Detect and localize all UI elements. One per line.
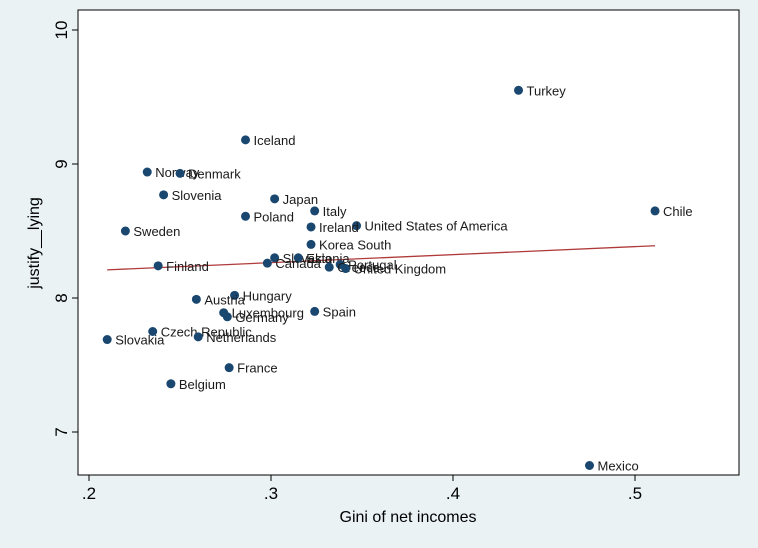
data-point — [230, 290, 240, 300]
data-point-label: Japan — [283, 192, 318, 207]
data-point-label: Sweden — [133, 224, 180, 239]
data-point — [324, 262, 334, 272]
data-point — [270, 253, 280, 263]
data-point-label: Portugal — [348, 258, 397, 273]
data-point — [352, 221, 362, 231]
data-point-label: Czech Republic — [161, 325, 253, 340]
x-axis-ticks: .2 .3 .4 .5 — [82, 475, 642, 503]
x-tick-label: .5 — [628, 484, 642, 503]
data-point — [159, 190, 169, 200]
data-point-label: Italy — [323, 204, 347, 219]
data-point — [222, 312, 232, 322]
data-point-label: Hungary — [243, 288, 293, 303]
data-point — [175, 168, 185, 178]
data-point-label: Austria — [204, 292, 245, 307]
data-point — [306, 239, 316, 249]
data-point — [241, 135, 251, 145]
data-points: TurkeyIcelandNorwayDenmarkSloveniaJapanC… — [102, 83, 693, 474]
y-tick-label: 8 — [52, 293, 71, 302]
data-point — [293, 253, 303, 263]
data-point — [650, 206, 660, 216]
data-point — [102, 335, 112, 345]
data-point — [142, 167, 152, 177]
data-point — [262, 258, 272, 268]
data-point-label: Slovakia — [283, 251, 333, 266]
x-tick-label: .3 — [264, 484, 278, 503]
data-point-label: Poland — [254, 209, 294, 224]
plot-area — [77, 9, 740, 476]
data-point-label: Finland — [166, 259, 209, 274]
y-tick-label: 7 — [52, 427, 71, 436]
data-point-label: Luxembourg — [232, 306, 304, 321]
data-point-label: United Kingdom — [354, 262, 447, 277]
x-axis-title: Gini of net incomes — [340, 509, 477, 526]
data-point — [191, 294, 201, 304]
data-point-label: Canada — [275, 256, 321, 271]
y-axis-title: justify__lying — [26, 197, 43, 290]
data-point — [166, 379, 176, 389]
data-point — [341, 264, 351, 274]
data-point — [241, 211, 251, 221]
data-point-label: Chile — [663, 204, 693, 219]
data-point — [148, 327, 158, 336]
data-point — [514, 85, 524, 95]
data-point-label: Netherlands — [206, 330, 277, 345]
data-point-label: Spain — [323, 304, 356, 319]
data-point-label: Slovenia — [172, 188, 223, 203]
data-point-label: Mexico — [598, 459, 639, 474]
fit-line — [107, 245, 656, 271]
data-point-label: United States of America — [365, 219, 509, 234]
data-point-label: Germany — [235, 310, 289, 325]
data-point-label: Denmark — [188, 166, 241, 181]
data-point-label: Slovakia — [115, 333, 165, 348]
data-point — [120, 226, 130, 236]
data-point-label: Turkey — [527, 83, 567, 98]
y-tick-label: 9 — [52, 159, 71, 168]
data-point — [193, 332, 203, 342]
data-point-label: Ireland — [319, 220, 359, 235]
y-tick-label: 10 — [52, 21, 71, 40]
data-point-label: France — [237, 361, 277, 376]
x-tick-label: .4 — [446, 484, 460, 503]
data-point-label: Belgium — [179, 377, 226, 392]
data-point-label: Iceland — [254, 133, 296, 148]
data-point — [585, 461, 594, 470]
y-axis-ticks: 7 8 9 10 — [52, 21, 78, 437]
data-point — [153, 261, 163, 271]
data-point — [310, 306, 320, 316]
data-point — [310, 206, 320, 216]
x-tick-label: .2 — [82, 484, 96, 503]
data-point — [224, 363, 234, 373]
data-point — [270, 194, 280, 204]
data-point-label: Korea South — [319, 237, 391, 252]
data-point — [306, 222, 316, 232]
